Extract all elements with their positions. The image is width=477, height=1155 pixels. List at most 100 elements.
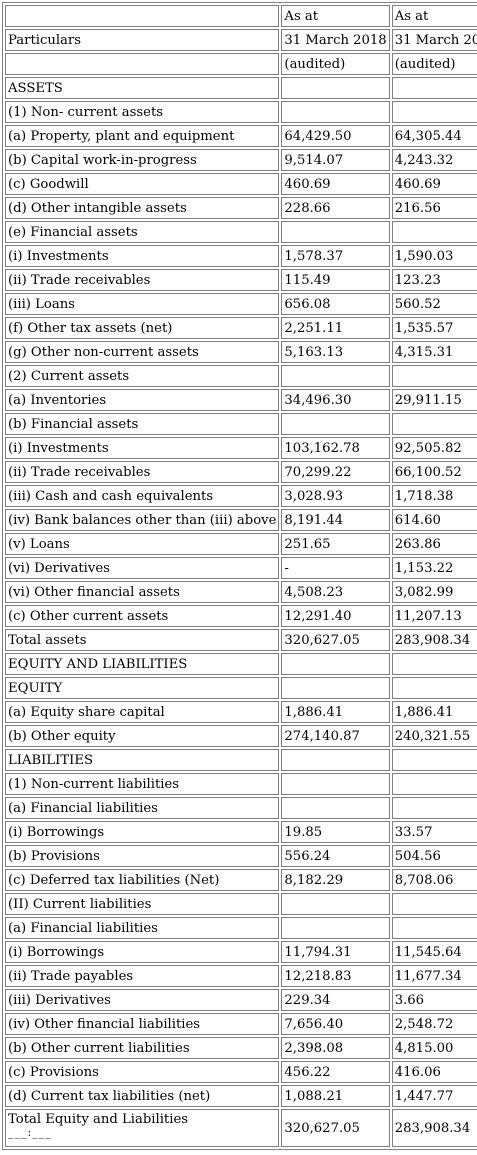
particular-label: ASSETS bbox=[5, 77, 280, 99]
value-2018: 5,163.13 bbox=[281, 341, 390, 363]
value-2018: 8,191.44 bbox=[281, 509, 390, 531]
particular-label: (v) Loans bbox=[5, 533, 280, 555]
value-2017: 614.60 bbox=[391, 509, 477, 531]
value-2018: 8,182.29 bbox=[281, 869, 390, 891]
table-row: (2) Current assets bbox=[5, 365, 477, 387]
particular-label: (d) Current tax liabilities (net) bbox=[5, 1085, 280, 1107]
table-row: (a) Property, plant and equipment 64,429.… bbox=[5, 125, 477, 147]
particular-label: (b) Financial assets bbox=[5, 413, 280, 435]
value-2018: - bbox=[281, 557, 390, 579]
table-row: (b) Other equity 274,140.87 240,321.55 bbox=[5, 725, 477, 747]
value-2018 bbox=[281, 101, 390, 123]
table-row: (iv) Bank balances other than (iii) abov… bbox=[5, 509, 477, 531]
particular-label: (ii) Trade payables bbox=[5, 965, 280, 987]
value-2017: 29,911.15 bbox=[391, 389, 477, 411]
value-2017: 416.06 bbox=[391, 1061, 477, 1083]
total-equity-liabilities-cell: Total Equity and Liabilities ___:___ bbox=[5, 1109, 280, 1147]
value-2017: 64,305.44 bbox=[391, 125, 477, 147]
audited-label-2017: (audited) bbox=[391, 53, 477, 75]
value-2017 bbox=[391, 101, 477, 123]
table-row: (v) Loans 251.65 263.86 bbox=[5, 533, 477, 555]
value-2018: 556.24 bbox=[281, 845, 390, 867]
value-2018: 103,162.78 bbox=[281, 437, 390, 459]
value-2018 bbox=[281, 797, 390, 819]
value-2018: 19.85 bbox=[281, 821, 390, 843]
table-row: (vi) Other financial assets 4,508.23 3,082… bbox=[5, 581, 477, 603]
particular-label: (i) Borrowings bbox=[5, 941, 280, 963]
table-row: (e) Financial assets bbox=[5, 221, 477, 243]
header-cell: As at bbox=[281, 5, 390, 27]
table-row: (iii) Derivatives 229.34 3.66 bbox=[5, 989, 477, 1011]
table-row: (a) Inventories 34,496.30 29,911.15 bbox=[5, 389, 477, 411]
value-2017 bbox=[391, 413, 477, 435]
value-2017: 11,677.34 bbox=[391, 965, 477, 987]
particular-label: (b) Other current liabilities bbox=[5, 1037, 280, 1059]
particular-label: (ii) Trade receivables bbox=[5, 461, 280, 483]
value-2018 bbox=[281, 365, 390, 387]
value-2017: 92,505.82 bbox=[391, 437, 477, 459]
table-row: (iii) Loans 656.08 560.52 bbox=[5, 293, 477, 315]
table-row: LIABILITIES bbox=[5, 749, 477, 771]
table-row: (c) Deferred tax liabilities (Net) 8,182.… bbox=[5, 869, 477, 891]
value-2018: 64,429.50 bbox=[281, 125, 390, 147]
particulars-header: Particulars bbox=[5, 29, 280, 51]
value-2017: 11,207.13 bbox=[391, 605, 477, 627]
table-row: (d) Current tax liabilities (net) 1,088.2… bbox=[5, 1085, 477, 1107]
value-2018: 115.49 bbox=[281, 269, 390, 291]
table-row: (b) Provisions 556.24 504.56 bbox=[5, 845, 477, 867]
value-2018: 12,218.83 bbox=[281, 965, 390, 987]
header-cell bbox=[5, 53, 280, 75]
particular-label: (b) Provisions bbox=[5, 845, 280, 867]
particular-label: (iii) Loans bbox=[5, 293, 280, 315]
particular-label: (a) Property, plant and equipment bbox=[5, 125, 280, 147]
table-row: (a) Equity share capital 1,886.41 1,886.41 bbox=[5, 701, 477, 723]
table-row: (a) Financial liabilities bbox=[5, 797, 477, 819]
value-2017: 4,315.31 bbox=[391, 341, 477, 363]
value-2017 bbox=[391, 917, 477, 939]
table-row: EQUITY bbox=[5, 677, 477, 699]
particular-label: (c) Provisions bbox=[5, 1061, 280, 1083]
particular-label: (iv) Bank balances other than (iii) abov… bbox=[5, 509, 280, 531]
value-2018: 12,291.40 bbox=[281, 605, 390, 627]
value-2017: 1,447.77 bbox=[391, 1085, 477, 1107]
value-2018: 460.69 bbox=[281, 173, 390, 195]
particular-label: (1) Non-current liabilities bbox=[5, 773, 280, 795]
value-2017 bbox=[391, 893, 477, 915]
value-2018: 2,398.08 bbox=[281, 1037, 390, 1059]
value-2018: 3,028.93 bbox=[281, 485, 390, 507]
total-equity-liabilities-2018: 320,627.05 bbox=[281, 1109, 390, 1147]
value-2017 bbox=[391, 749, 477, 771]
particular-label: (a) Financial liabilities bbox=[5, 797, 280, 819]
value-2017: 1,590.03 bbox=[391, 245, 477, 267]
particular-label: (b) Other equity bbox=[5, 725, 280, 747]
table-row: (ii) Trade receivables 115.49 123.23 bbox=[5, 269, 477, 291]
value-2018: 320,627.05 bbox=[281, 629, 390, 651]
table-row: (c) Provisions 456.22 416.06 bbox=[5, 1061, 477, 1083]
value-2017: 33.57 bbox=[391, 821, 477, 843]
particular-label: LIABILITIES bbox=[5, 749, 280, 771]
table-row: (b) Capital work-in-progress 9,514.07 4,24… bbox=[5, 149, 477, 171]
particular-label: (vi) Other financial assets bbox=[5, 581, 280, 603]
value-2018 bbox=[281, 653, 390, 675]
value-2018: 1,088.21 bbox=[281, 1085, 390, 1107]
value-2017 bbox=[391, 365, 477, 387]
table-row: (ii) Trade payables 12,218.83 11,677.34 bbox=[5, 965, 477, 987]
table-row: (b) Other current liabilities 2,398.08 4,8… bbox=[5, 1037, 477, 1059]
particular-label: (f) Other tax assets (net) bbox=[5, 317, 280, 339]
value-2017 bbox=[391, 221, 477, 243]
value-2017: 560.52 bbox=[391, 293, 477, 315]
value-2017: 4,815.00 bbox=[391, 1037, 477, 1059]
particular-label: (1) Non- current assets bbox=[5, 101, 280, 123]
value-2018 bbox=[281, 413, 390, 435]
value-2017: 3,082.99 bbox=[391, 581, 477, 603]
particular-label: (II) Current liabilities bbox=[5, 893, 280, 915]
value-2018 bbox=[281, 749, 390, 771]
particular-label: (ii) Trade receivables bbox=[5, 269, 280, 291]
particular-label: (c) Goodwill bbox=[5, 173, 280, 195]
value-2018 bbox=[281, 677, 390, 699]
particular-label: (a) Equity share capital bbox=[5, 701, 280, 723]
value-2018 bbox=[281, 773, 390, 795]
value-2017: 1,886.41 bbox=[391, 701, 477, 723]
particular-label: (c) Other current assets bbox=[5, 605, 280, 627]
